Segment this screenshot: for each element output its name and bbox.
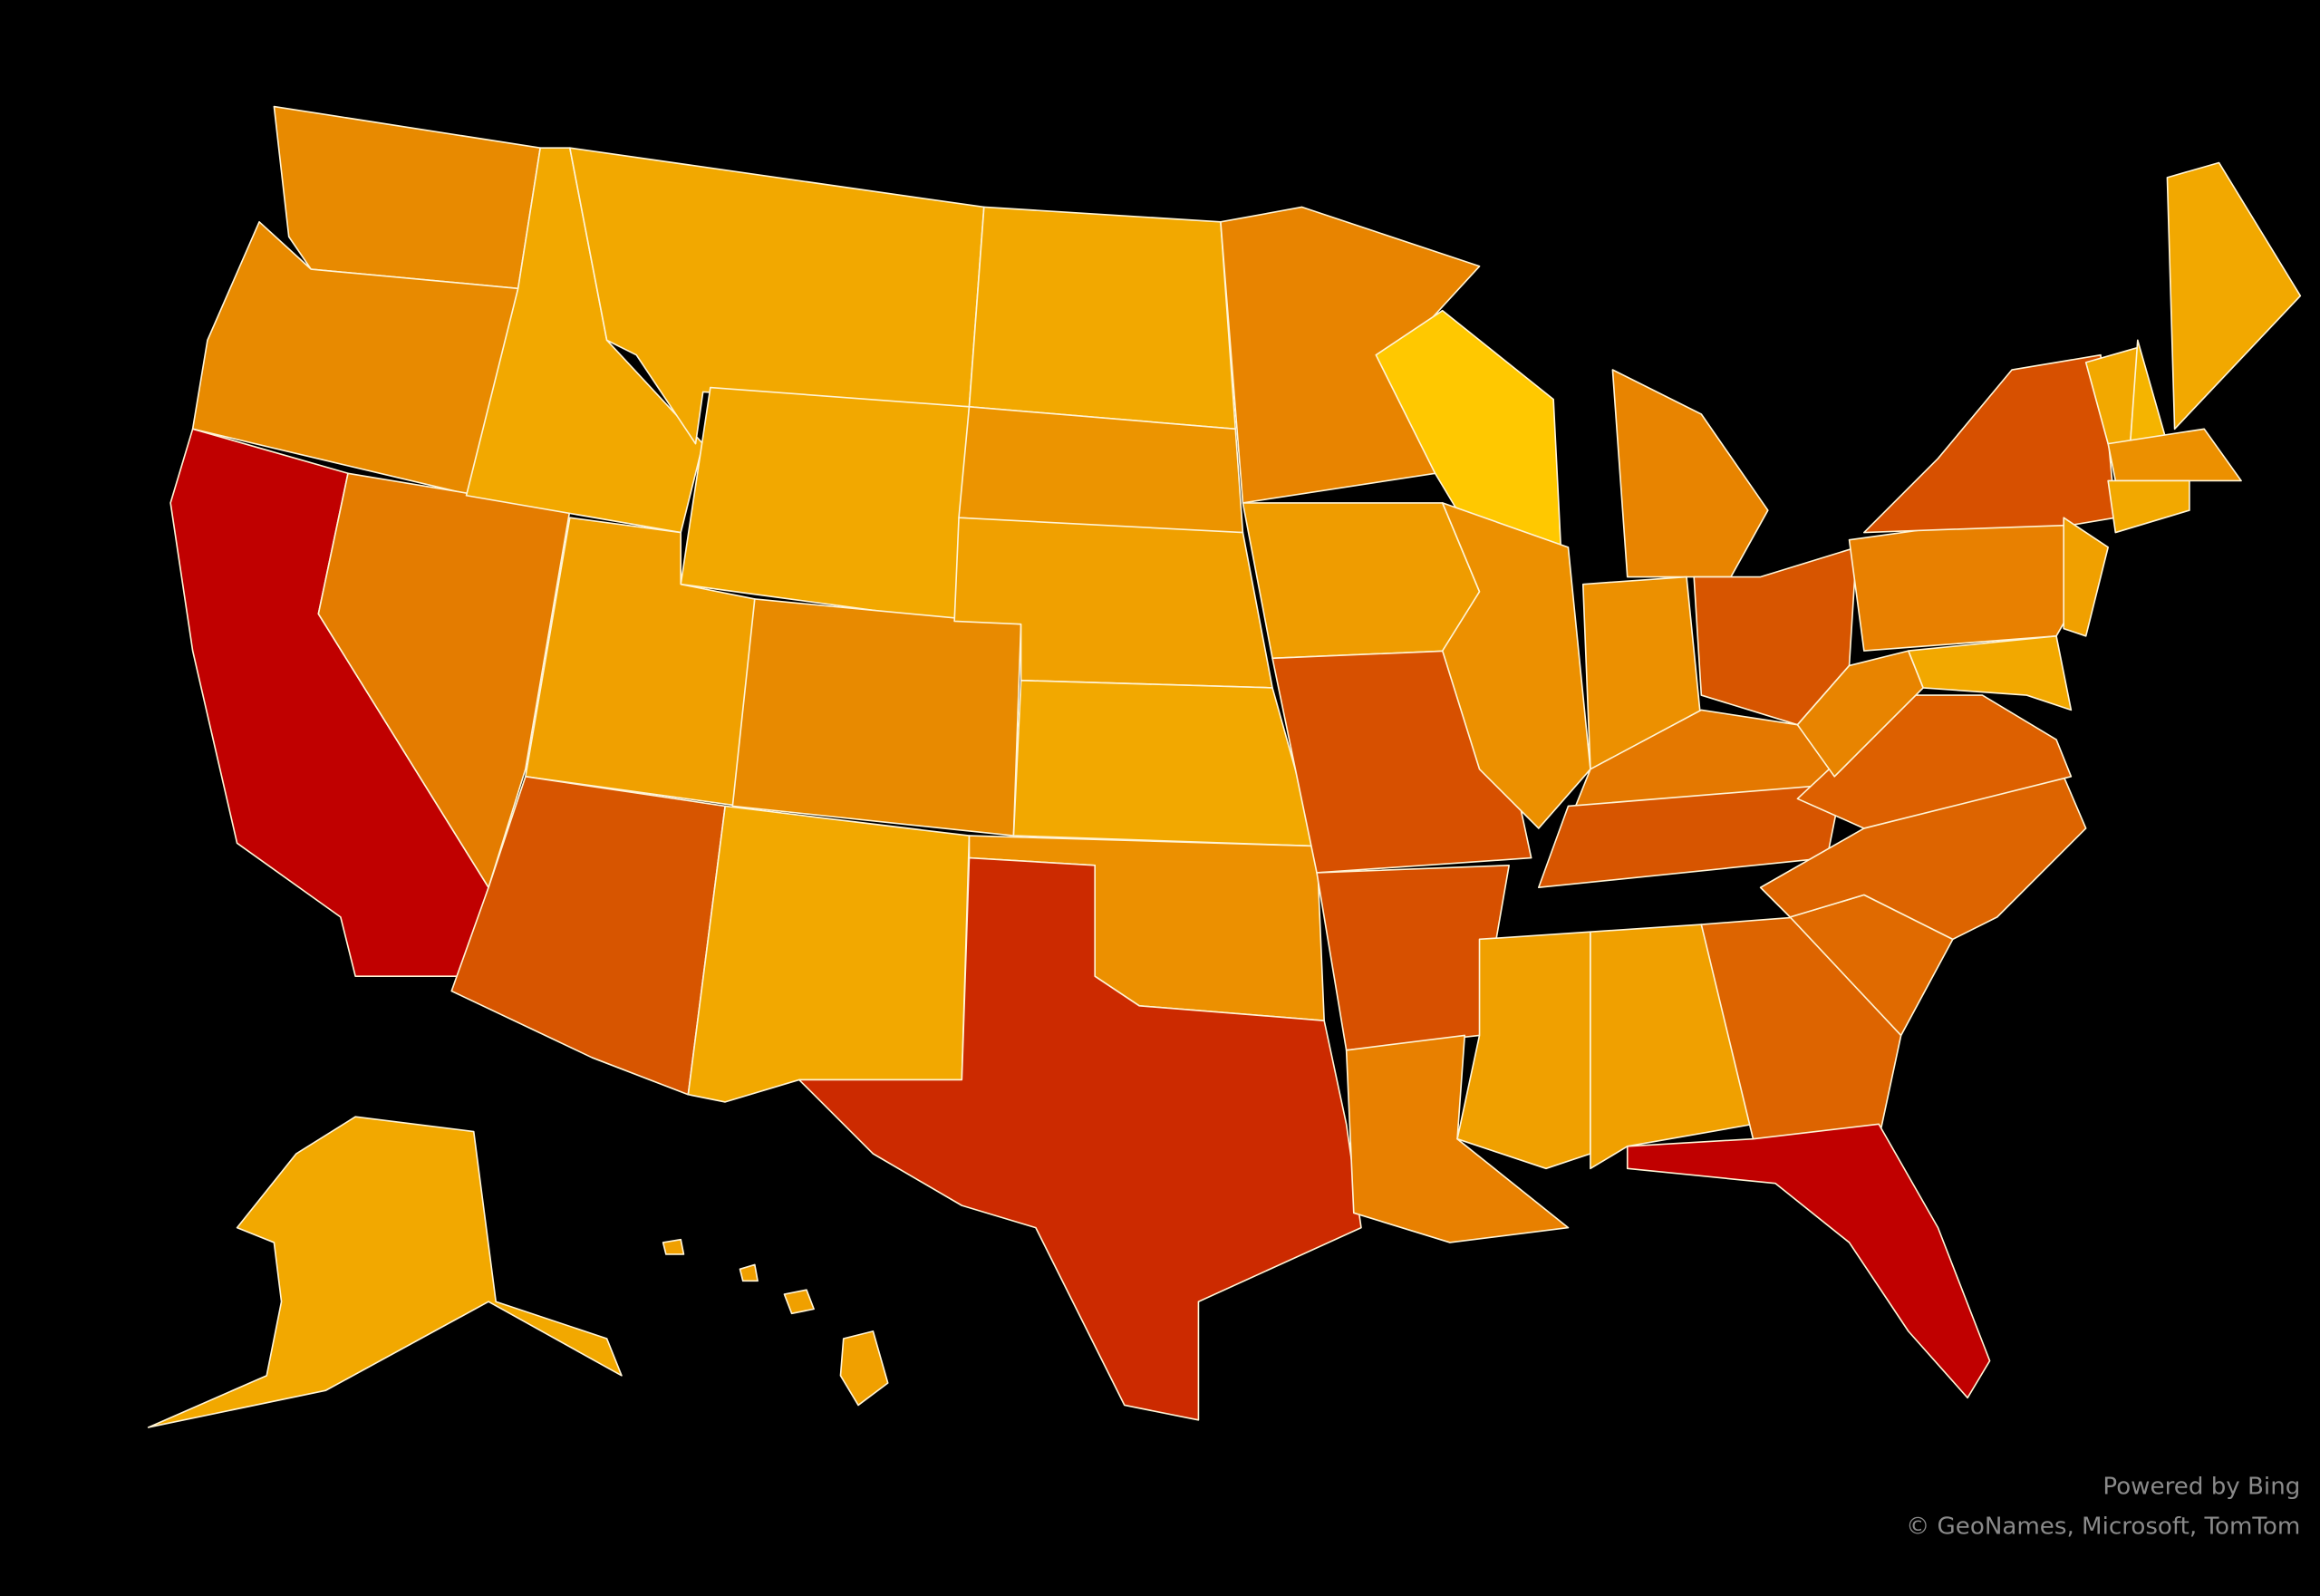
state	[958, 406, 1244, 534]
state	[739, 1263, 759, 1282]
state	[1611, 369, 1769, 578]
state	[680, 386, 971, 623]
state	[1242, 502, 1481, 660]
state	[2063, 517, 2109, 637]
states	[147, 105, 2302, 1428]
state	[2107, 479, 2190, 534]
attribution-copyright: © GeoNames, Microsoft, TomTom	[1906, 1513, 2300, 1540]
state	[2166, 161, 2302, 430]
state	[2107, 428, 2242, 482]
state	[1700, 916, 1902, 1140]
state	[1908, 634, 2073, 711]
state	[1626, 1123, 1991, 1399]
attribution-powered-by: Powered by Bing	[2102, 1473, 2300, 1500]
state	[1441, 502, 1591, 829]
state	[1590, 924, 1754, 1170]
state	[687, 805, 971, 1103]
state	[783, 1289, 815, 1315]
state	[662, 1238, 685, 1255]
state	[1012, 679, 1318, 847]
state	[798, 856, 1362, 1421]
state	[147, 1116, 623, 1428]
state	[731, 598, 1022, 837]
state	[839, 1330, 889, 1407]
state	[968, 206, 1237, 430]
